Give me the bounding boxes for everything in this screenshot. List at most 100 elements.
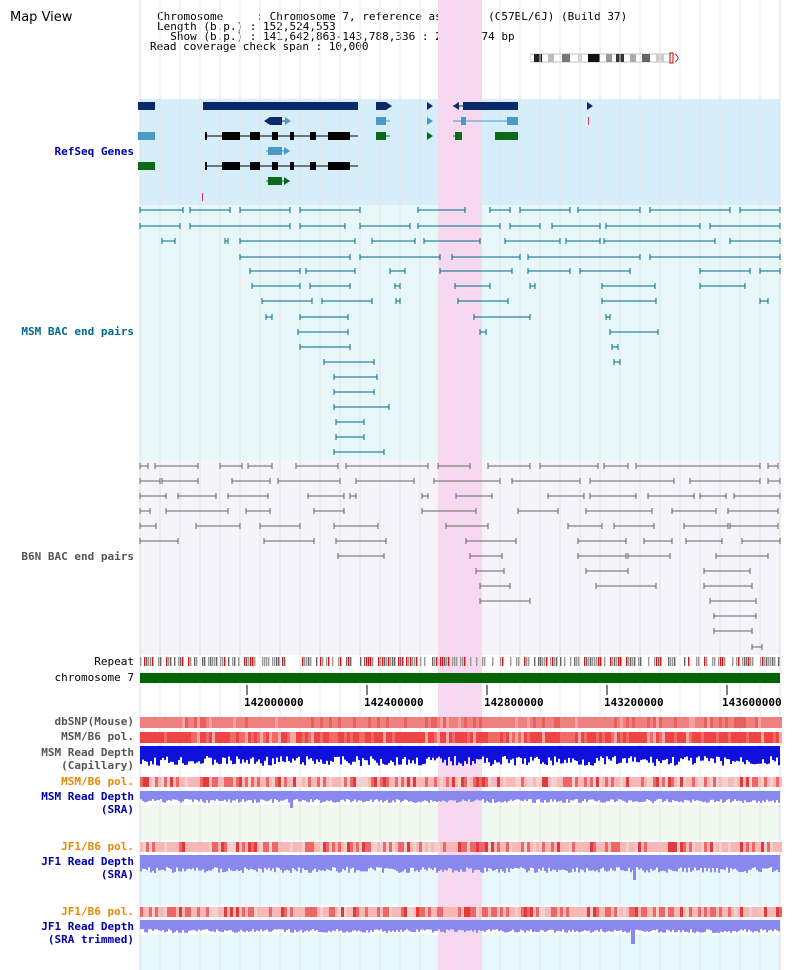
read-depth-bar (608, 791, 610, 802)
track-label-msm-read-sra[interactable]: MSM Read Depth (41, 790, 134, 803)
read-depth-bar (306, 791, 308, 802)
read-depth-bar (576, 855, 578, 868)
track-label-msm-read-cap[interactable]: MSM Read Depth (41, 746, 134, 759)
variant-strip-cell (437, 842, 440, 852)
read-depth-bar (282, 920, 284, 930)
variant-strip-cell (626, 777, 629, 787)
variant-strip-cell (233, 842, 236, 852)
variant-strip-cell (377, 907, 380, 917)
track-label-jf1-read-trim[interactable]: JF1 Read Depth (41, 920, 134, 933)
variant-strip-cell (404, 717, 407, 728)
read-depth-bar (456, 855, 458, 871)
read-depth-bar (392, 791, 394, 801)
track-label-msm-bac[interactable]: MSM BAC end pairs (21, 325, 134, 338)
read-depth-bar (358, 746, 360, 760)
track-label-jf1-b6-pol-2[interactable]: JF1/B6 pol. (61, 905, 134, 918)
track-label-chromosome[interactable]: chromosome 7 (54, 671, 134, 684)
variant-strip-cell (575, 907, 578, 917)
read-depth-bar (528, 746, 530, 763)
read-depth-bar (288, 920, 290, 930)
variant-strip-cell (308, 717, 311, 728)
read-depth-bar (406, 746, 408, 765)
track-label-jf1-b6-pol-1[interactable]: JF1/B6 pol. (61, 840, 134, 853)
variant-strip-cell (242, 717, 245, 728)
read-depth-bar (334, 746, 336, 757)
track-label-msm-b6-pol-2[interactable]: MSM/B6 pol. (61, 775, 134, 788)
variant-strip-cell (506, 777, 509, 787)
read-depth-bar (700, 746, 702, 761)
read-depth-bar (296, 920, 298, 933)
variant-strip-cell (380, 717, 383, 728)
track-label-b6n-bac[interactable]: B6N BAC end pairs (21, 550, 134, 563)
variant-strip-cell (482, 842, 485, 852)
read-depth-bar (368, 920, 370, 933)
read-depth-bar (294, 791, 296, 800)
read-depth-bar (648, 920, 650, 932)
read-depth-bar (518, 791, 520, 800)
read-depth-bar (680, 855, 682, 868)
read-depth-bar (542, 791, 544, 803)
variant-strip-cell (161, 907, 164, 917)
track-label-repeat[interactable]: Repeat (94, 655, 134, 668)
variant-strip-cell (521, 842, 524, 852)
variant-strip-cell (392, 842, 395, 852)
repeat-element (492, 657, 494, 666)
read-depth-bar (442, 855, 444, 872)
read-depth-bar (514, 791, 516, 800)
variant-strip-cell (563, 842, 566, 852)
variant-strip-cell (404, 842, 407, 852)
variant-strip-cell (656, 777, 659, 787)
variant-strip-cell (242, 907, 245, 917)
variant-strip-cell (590, 777, 593, 787)
read-depth-bar (738, 746, 740, 762)
read-depth-bar (478, 746, 480, 760)
read-depth-bar (358, 920, 360, 931)
read-depth-bar (460, 920, 462, 931)
variant-strip-cell (437, 732, 440, 743)
read-depth-bar (294, 746, 296, 761)
variant-strip-cell (476, 842, 479, 852)
variant-strip-cell (383, 732, 386, 743)
read-depth-bar (714, 855, 716, 873)
variant-strip-cell (236, 732, 239, 743)
read-depth-bar (736, 920, 738, 933)
variant-strip-cell (212, 717, 215, 728)
variant-strip-cell (314, 717, 317, 728)
variant-strip-cell (206, 907, 209, 917)
variant-strip-cell (329, 777, 332, 787)
repeat-element (518, 657, 520, 666)
read-depth-bar (660, 791, 662, 800)
read-depth-bar (370, 920, 372, 931)
read-depth-bar (222, 791, 224, 801)
track-label-refseq[interactable]: RefSeq Genes (54, 145, 134, 158)
read-depth-bar (328, 920, 330, 931)
variant-strip-cell (359, 717, 362, 728)
variant-strip-cell (191, 777, 194, 787)
variant-strip-cell (518, 907, 521, 917)
read-depth-bar (296, 791, 298, 800)
track-label-dbsnp[interactable]: dbSNP(Mouse) (54, 715, 134, 728)
read-depth-bar (336, 746, 338, 757)
variant-strip-cell (311, 777, 314, 787)
read-depth-bar (296, 746, 298, 759)
track-label-msm-b6-pol-1[interactable]: MSM/B6 pol. (61, 730, 134, 743)
read-depth-bar (404, 746, 406, 758)
variant-strip-cell (770, 732, 773, 743)
variant-strip-cell (338, 777, 341, 787)
strand-arrow (285, 117, 291, 125)
repeat-element (592, 657, 594, 666)
variant-strip-cell (257, 777, 260, 787)
read-depth-bar (628, 791, 630, 801)
variant-strip-cell (365, 907, 368, 917)
read-depth-bar (546, 746, 548, 766)
variant-strip-cell (431, 842, 434, 852)
variant-strip-cell (272, 717, 275, 728)
repeat-element (772, 657, 774, 666)
track-label-jf1-read-sra[interactable]: JF1 Read Depth (41, 855, 134, 868)
read-depth-bar (712, 746, 714, 759)
read-depth-bar (342, 920, 344, 933)
read-depth-bar (218, 791, 220, 801)
read-depth-bar (500, 746, 502, 765)
read-depth-bar (654, 855, 656, 870)
